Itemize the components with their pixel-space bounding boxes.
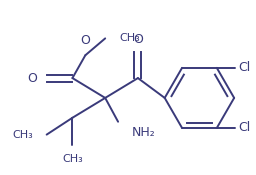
Text: CH₃: CH₃ [62,155,83,164]
Text: O: O [133,33,143,46]
Text: CH₃: CH₃ [12,130,33,140]
Text: O: O [80,34,90,47]
Text: NH₂: NH₂ [132,126,156,139]
Text: Cl: Cl [239,61,251,74]
Text: Cl: Cl [239,121,251,134]
Text: O: O [27,72,37,85]
Text: CH₃: CH₃ [119,33,140,43]
